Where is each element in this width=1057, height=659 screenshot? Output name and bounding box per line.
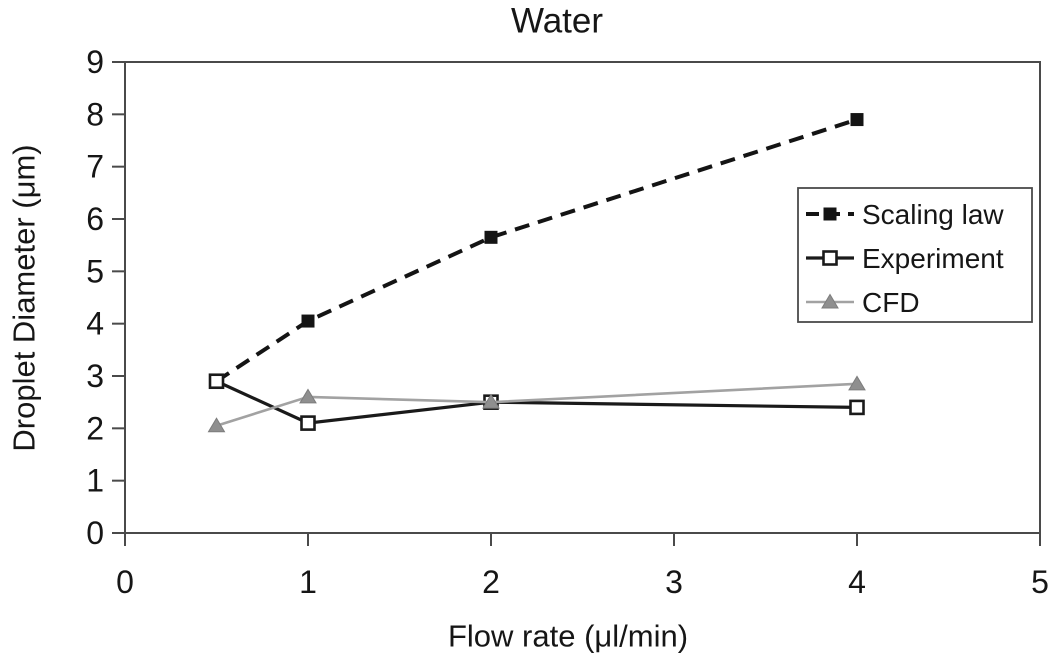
data-point-cfd (299, 388, 317, 404)
data-point-cfd (207, 417, 226, 433)
data-point-scaling-law (301, 314, 315, 328)
y-axis-tick-label: 2 (86, 410, 104, 446)
series-line-scaling-law (215, 117, 858, 383)
chart-title: Water (510, 1, 604, 41)
legend-marker-cfd (821, 293, 839, 309)
y-axis-tick-label: 1 (86, 463, 104, 499)
data-point-cfd (482, 393, 500, 409)
data-point-cfd (848, 375, 866, 391)
plot-frame (124, 61, 1041, 534)
y-axis-tick-label: 0 (86, 515, 104, 551)
x-axis-tick-label: 4 (848, 564, 866, 600)
legend-marker-experiment (822, 250, 838, 266)
legend-label-scaling-law: Scaling law (862, 199, 1004, 230)
legend-marker-scaling-law (823, 207, 837, 221)
x-axis-tick-label: 1 (299, 564, 317, 600)
data-point-experiment (208, 373, 225, 390)
legend-label-experiment: Experiment (862, 243, 1004, 274)
y-axis-tick-label: 9 (86, 44, 104, 80)
y-axis-tick-label: 7 (86, 149, 104, 185)
data-point-experiment (849, 399, 865, 416)
x-axis-tick-label: 5 (1031, 564, 1049, 600)
series-line-cfd (216, 382, 858, 427)
data-point-experiment (300, 415, 316, 431)
x-axis-tick-label: 0 (116, 564, 134, 600)
x-axis-tick-label: 3 (665, 564, 683, 600)
series-line-experiment (215, 379, 858, 425)
x-axis-tick-label: 2 (482, 564, 500, 600)
x-axis-title: Flow rate (μl/min) (447, 618, 689, 654)
data-point-scaling-law (484, 230, 498, 244)
y-axis-tick-label: 3 (86, 358, 104, 394)
y-axis-tick-label: 5 (86, 253, 104, 289)
y-axis-tick-label: 4 (86, 306, 104, 342)
y-axis-tick-label: 8 (86, 96, 104, 132)
y-axis-tick-label: 6 (86, 201, 104, 237)
data-point-scaling-law (850, 113, 864, 127)
legend-label-cfd: CFD (862, 287, 920, 318)
